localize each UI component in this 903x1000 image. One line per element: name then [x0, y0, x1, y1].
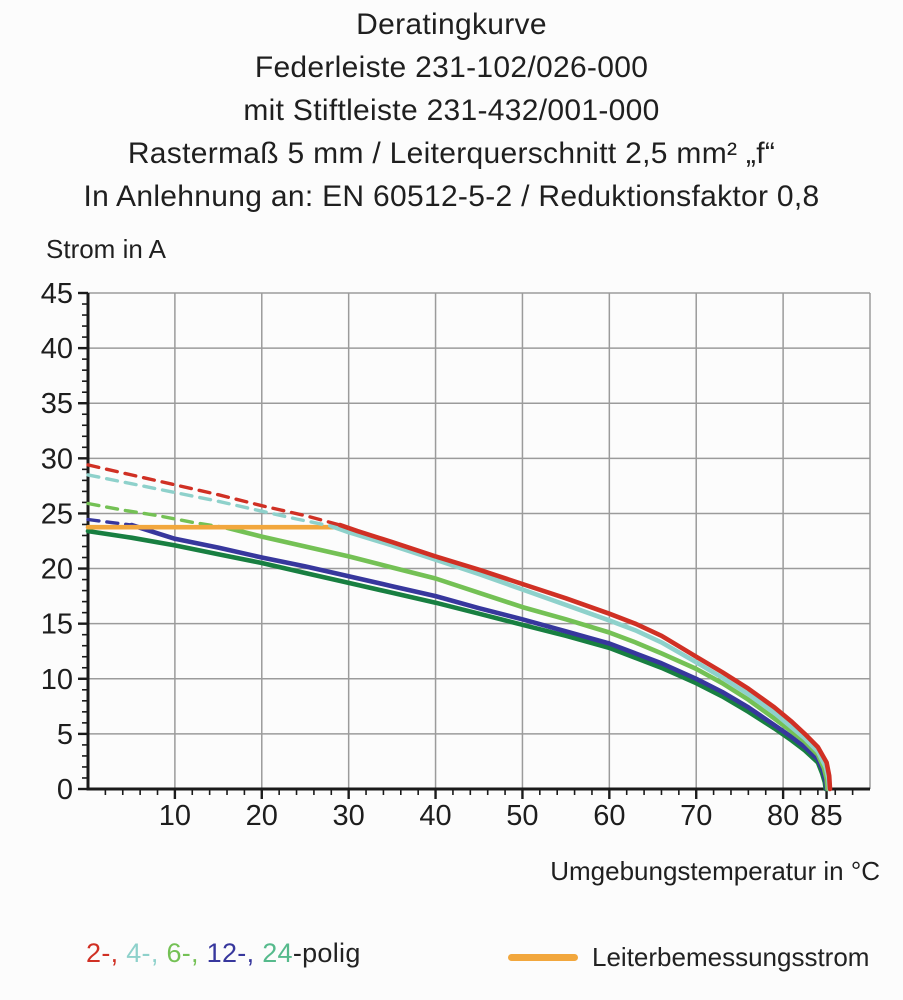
title-line-3: mit Stiftleiste 231-432/001-000	[243, 94, 660, 127]
y-tick-label: 10	[41, 664, 73, 696]
curve-24-polig	[85, 528, 828, 792]
legend-part-3: 12-,	[206, 938, 263, 968]
curve-12-polig	[129, 522, 829, 792]
title-line-5: In Anlehnung an: EN 60512-5-2 / Reduktio…	[83, 180, 820, 213]
legend-part-5: -polig	[292, 938, 361, 968]
y-tick-label: 20	[41, 554, 73, 586]
x-tick-label: 60	[593, 800, 625, 832]
rated-current-line-swatch	[508, 953, 578, 961]
x-tick-label: 30	[333, 800, 365, 832]
x-axis-label: Umgebungstemperatur in °C	[550, 856, 880, 886]
y-tick-label: 0	[57, 774, 73, 806]
title-line-1: Deratingkurve	[356, 8, 547, 41]
x-tick-label: 80	[767, 800, 799, 832]
curve-2-polig	[337, 522, 833, 792]
y-tick-label: 15	[41, 609, 73, 641]
pole-count-legend: 2-, 4-, 6-, 12-, 24-polig	[86, 938, 361, 969]
derating-chart: 10 20 30 40 50 60 70 80 85 0 5 10 15 20 25 30 35 40 45	[41, 278, 871, 832]
curve-dashed-2-polig	[86, 463, 342, 527]
title-line-4: Rastermaß 5 mm / Leiterquerschnitt 2,5 m…	[127, 137, 776, 170]
title-line-2: Federleiste 231-102/026-000	[254, 51, 649, 84]
x-tick-label: 85	[810, 800, 842, 832]
curve-dashed-4-polig	[86, 473, 333, 528]
y-tick-label: 5	[57, 719, 73, 751]
x-tick-label: 40	[419, 800, 451, 832]
curve-6-polig	[224, 525, 830, 792]
curve-dashed-6-polig	[86, 501, 229, 530]
y-tick-label: 25	[41, 498, 73, 530]
legend-part-0: 2-,	[86, 938, 127, 968]
y-tick-label: 45	[41, 278, 73, 310]
chart-title-block: Deratingkurve Federleiste 231-102/026-00…	[0, 3, 903, 218]
curve-dashed-12-polig	[86, 517, 134, 527]
rated-current-legend: Leiterbemessungsstrom	[508, 938, 869, 976]
rated-current-label: Leiterbemessungsstrom	[592, 941, 870, 972]
y-tick-label: 35	[41, 388, 73, 420]
x-tick-label: 20	[246, 800, 278, 832]
legend-part-4: 24	[262, 938, 293, 968]
x-tick-label: 50	[506, 800, 538, 832]
legend-part-2: 6-,	[166, 938, 207, 968]
y-tick-label: 30	[41, 443, 73, 475]
x-tick-label: 10	[159, 800, 191, 832]
legend-part-1: 4-,	[126, 938, 167, 968]
curve-4-polig	[329, 523, 832, 792]
y-tick-label: 40	[41, 333, 73, 365]
x-tick-label: 70	[680, 800, 712, 832]
y-axis-label: Strom in A	[46, 234, 166, 264]
